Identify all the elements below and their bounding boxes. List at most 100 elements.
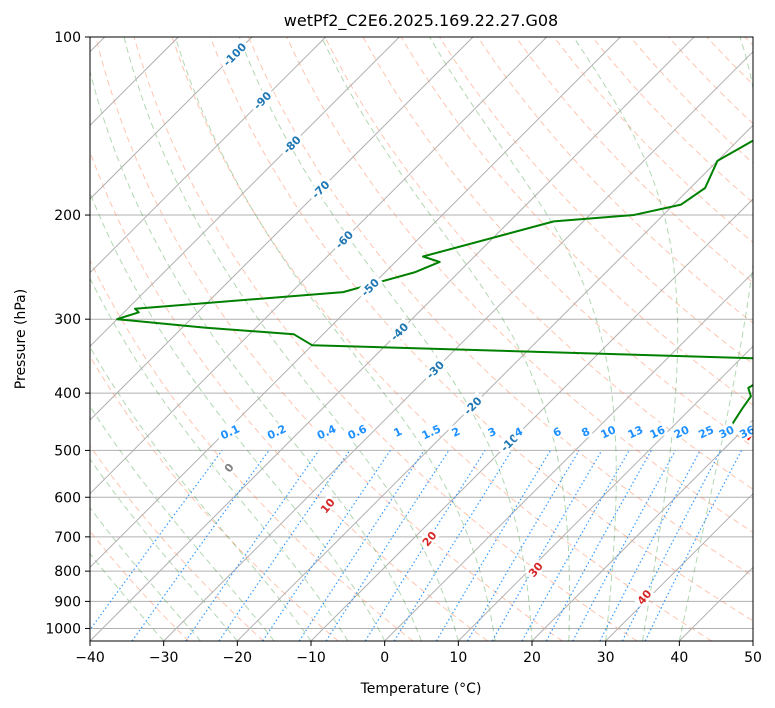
- dry-adiabat: [286, 37, 753, 534]
- mixing-ratio-line: [262, 450, 391, 641]
- mixing-ratio-label-group: 6: [548, 423, 565, 440]
- dry-adiabat: [209, 37, 753, 622]
- moist-adiabat: [678, 37, 753, 641]
- mixing-ratio-label-group: 13: [624, 421, 647, 441]
- mixing-ratio-label-bg: [577, 423, 594, 440]
- dry-adiabat: [90, 150, 488, 641]
- mixing-ratio-label-group: 0.2: [262, 420, 291, 443]
- moist-adiabat: [90, 277, 349, 641]
- mixing-ratio-label-group: 2: [447, 423, 464, 440]
- y-axis: 100 200 300 400 500 600 700 800 900 1000: [45, 30, 90, 637]
- theta-label-bg: [418, 527, 440, 550]
- mixing-ratio-label-bg: [548, 423, 565, 440]
- isotherm: [605, 492, 753, 641]
- y-tick-label: 900: [54, 594, 81, 610]
- theta-label: 10: [318, 496, 338, 516]
- x-axis: −40 −30 −20 −10 0 10 20 30 40 50: [75, 641, 762, 666]
- moist-adiabat: [429, 37, 617, 641]
- mixing-ratio-line: [621, 450, 722, 641]
- y-tick-label: 100: [54, 30, 81, 46]
- mixing-ratio-label: 10: [599, 423, 619, 441]
- theta-label: 20: [420, 529, 440, 549]
- x-tick-label: 40: [670, 650, 688, 666]
- mixing-ratio-label: 30: [717, 423, 737, 441]
- temperature-profile: [747, 431, 753, 441]
- mixing-ratio-label-bg: [215, 420, 245, 443]
- isotherm: [90, 37, 548, 495]
- mixing-ratio-line: [545, 450, 652, 641]
- isotherm-label-bg: [248, 86, 276, 114]
- x-axis-label: Temperature (°C): [360, 681, 482, 697]
- dry-adiabat: [324, 37, 753, 490]
- theta-label-bg: [632, 585, 655, 609]
- moist-adiabat: [174, 37, 496, 641]
- isotherm: [163, 50, 753, 641]
- mixing-ratio-label-bg: [510, 423, 527, 440]
- theta-label-group: 40: [632, 585, 655, 609]
- mixing-ratio-label-bg: [311, 420, 341, 443]
- mixing-ratio-line: [185, 450, 320, 641]
- mixing-ratio-label: 25: [697, 423, 716, 441]
- moist-adiabat: [321, 37, 571, 641]
- isotherm: [90, 37, 474, 421]
- moist-adiabat: [90, 405, 275, 641]
- dry-adiabat: [90, 355, 339, 641]
- isotherm-label-bg: [218, 37, 251, 71]
- isotherm-label-bg: [421, 355, 449, 383]
- isotherm: [90, 37, 253, 200]
- plot-area: -100-90-80-70-60-50-40-30-20-100.1 0.2 0.4…: [90, 37, 758, 641]
- mixing-ratio-label-group: 3: [483, 423, 500, 440]
- moist-adiabat: [123, 37, 459, 641]
- isotherm-label-bg: [330, 225, 358, 253]
- isotherm-label-bg: [355, 273, 384, 301]
- mixing-ratio-label-bg: [389, 423, 406, 440]
- isotherm: [752, 640, 753, 641]
- mixing-ratio-label-group: 0.1: [215, 420, 245, 443]
- mixing-ratio-label: 16: [648, 423, 668, 441]
- dry-adiabat: [90, 444, 264, 641]
- y-tick-label: 500: [54, 443, 81, 459]
- mixing-ratio-line: [521, 450, 630, 641]
- mixing-ratio-label-bg: [596, 421, 619, 442]
- isotherm: [678, 566, 753, 641]
- mixing-ratio-label: 20: [672, 423, 692, 441]
- y-tick-label: 800: [54, 564, 81, 580]
- moist-adiabat: [573, 37, 679, 641]
- y-tick-label: 1000: [45, 621, 81, 637]
- isotherm: [310, 198, 753, 641]
- mixing-ratio-label-group: 1.5: [416, 420, 446, 443]
- dry-adiabat: [171, 37, 712, 641]
- mixing-ratio-label-bg: [416, 420, 446, 443]
- x-tick-label: −30: [149, 650, 179, 666]
- mixing-ratio-label: 36: [738, 423, 758, 441]
- mixing-ratio-label-group: 0.6: [342, 420, 372, 443]
- isotherm: [236, 124, 753, 641]
- y-tick-label: 600: [54, 490, 81, 506]
- moist-adiabat: [90, 552, 165, 641]
- isotherm: [90, 37, 621, 569]
- mixing-ratio-label-bg: [735, 421, 753, 442]
- mixing-ratio-label-bg: [483, 423, 500, 440]
- mixing-ratio-label-bg: [694, 421, 717, 442]
- mixing-ratio-line: [599, 450, 701, 641]
- moist-adiabat: [238, 37, 533, 641]
- isotherm: [457, 345, 753, 641]
- moist-adiabat: [90, 69, 422, 641]
- x-tick-label: −10: [296, 650, 326, 666]
- x-tick-label: 0: [380, 650, 389, 666]
- dry-adiabat: [553, 37, 753, 244]
- x-tick-label: −20: [223, 650, 253, 666]
- dry-adiabat: [668, 37, 753, 125]
- mixing-ratio-line: [131, 450, 270, 641]
- x-tick-label: −40: [75, 650, 105, 666]
- mixing-ratio-label-bg: [646, 421, 669, 442]
- mixing-ratio-label: 13: [626, 423, 645, 441]
- mixing-ratio-line: [393, 450, 513, 641]
- dry-adiabat: [477, 37, 753, 324]
- mixing-ratio-line: [90, 450, 223, 631]
- moist-adiabat: [90, 506, 201, 641]
- y-axis-label: Pressure (hPa): [13, 289, 29, 389]
- mixing-ratio-label-group: 8: [577, 423, 594, 440]
- mixing-ratio-line: [325, 450, 450, 641]
